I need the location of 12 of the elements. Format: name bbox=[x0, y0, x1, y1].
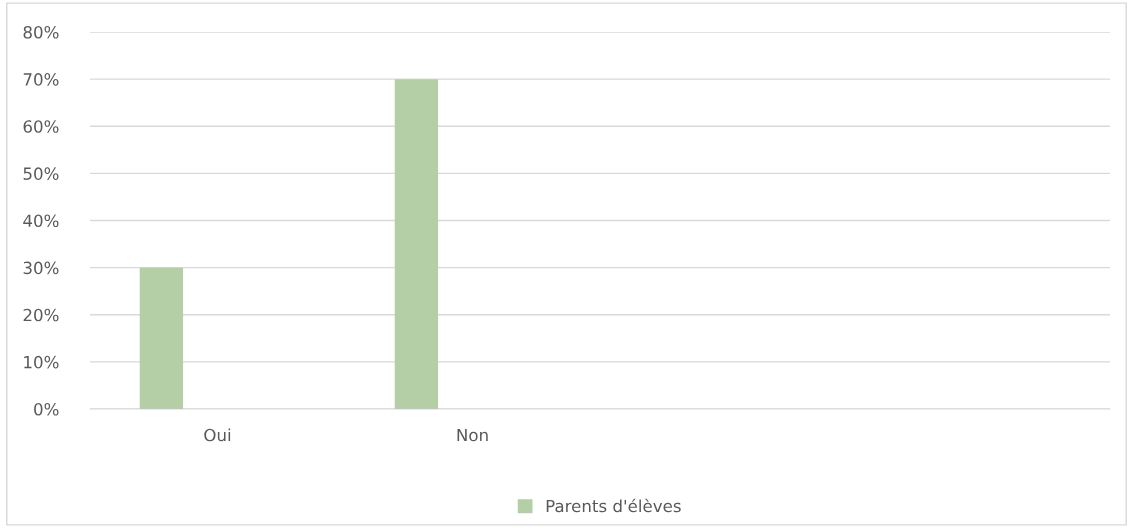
y-tick-label: 20% bbox=[23, 308, 59, 322]
y-tick-label: 80% bbox=[23, 25, 59, 39]
y-tick-label: 30% bbox=[23, 261, 59, 275]
legend-label: Parents d'élèves bbox=[546, 498, 681, 513]
y-tick-label: 10% bbox=[24, 355, 59, 369]
y-tick-label: 40% bbox=[23, 214, 59, 228]
x-tick-label: Non bbox=[457, 428, 488, 442]
y-tick-label: 0% bbox=[34, 402, 59, 416]
y-tick-label: 50% bbox=[23, 167, 59, 180]
y-tick-label: 60% bbox=[23, 120, 59, 133]
y-tick-label: 70% bbox=[23, 73, 59, 86]
x-tick-label: Oui bbox=[204, 428, 231, 442]
